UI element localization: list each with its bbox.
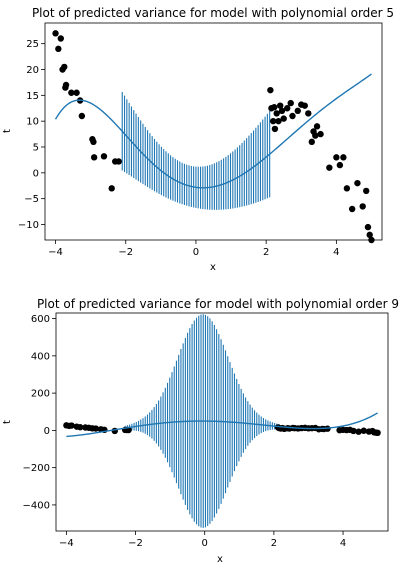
data-point — [111, 427, 118, 435]
data-point — [289, 112, 296, 120]
data-point — [305, 110, 312, 117]
data-point — [90, 138, 97, 146]
data-point — [100, 153, 108, 160]
data-point — [57, 35, 64, 42]
plot-area — [44, 22, 383, 241]
data-point — [348, 205, 356, 213]
data-point — [271, 104, 278, 111]
x-tick-label: 0 — [193, 247, 199, 258]
y-tick-label: 25 — [26, 39, 39, 50]
x-tick-label: −2 — [128, 538, 143, 549]
data-point — [77, 424, 84, 431]
data-point — [269, 117, 277, 125]
y-tick-label: 0 — [33, 168, 39, 179]
data-point — [73, 89, 80, 96]
plot-title: Plot of predicted variance for model wit… — [32, 6, 394, 20]
data-point — [62, 81, 70, 89]
data-point — [354, 179, 361, 187]
data-point — [78, 112, 86, 120]
data-point — [52, 30, 59, 37]
plot-order-5: Plot of predicted variance for model wit… — [2, 6, 394, 273]
plot-area — [55, 312, 389, 532]
y-axis-label: t — [2, 420, 13, 424]
y-tick-label: −10 — [18, 220, 39, 231]
data-point — [284, 105, 291, 112]
data-point — [366, 231, 373, 239]
data-point — [108, 185, 115, 192]
x-axis-label: x — [217, 554, 223, 565]
data-point — [363, 187, 370, 195]
data-point — [317, 130, 324, 138]
x-tick-label: −4 — [48, 247, 63, 258]
data-point — [374, 429, 381, 437]
data-point — [273, 110, 280, 117]
data-point — [278, 107, 286, 115]
predicted-mean-line — [66, 412, 378, 438]
data-point — [280, 115, 287, 122]
x-tick-label: 2 — [263, 247, 269, 258]
data-point — [287, 99, 294, 107]
y-tick-label: 5 — [33, 143, 39, 154]
predicted-mean-line — [54, 73, 372, 189]
data-point — [267, 86, 274, 94]
y-tick-label: 600 — [31, 314, 50, 325]
data-point — [364, 223, 372, 231]
y-tick-label: 10 — [26, 117, 39, 128]
data-point — [355, 428, 362, 435]
x-tick-label: 4 — [333, 247, 339, 258]
x-tick-label: 2 — [271, 538, 277, 549]
data-point — [340, 154, 347, 161]
y-tick-label: 400 — [31, 351, 50, 362]
data-point — [326, 164, 333, 171]
data-point — [90, 154, 98, 161]
plot-title: Plot of predicted variance for model wit… — [37, 297, 399, 311]
y-tick-label: −5 — [24, 194, 39, 205]
data-point — [68, 422, 75, 429]
data-point — [271, 125, 279, 133]
data-point — [359, 203, 366, 210]
data-point — [61, 63, 68, 71]
data-point — [308, 138, 315, 146]
data-point — [294, 107, 301, 115]
y-tick-label: 0 — [44, 426, 50, 437]
data-point — [275, 117, 282, 125]
x-axis-label: x — [210, 262, 216, 273]
data-point — [92, 425, 99, 432]
y-tick-label: 200 — [31, 389, 50, 400]
y-tick-label: 15 — [26, 91, 39, 102]
data-point — [55, 45, 62, 53]
data-point — [343, 185, 351, 192]
x-tick-label: −2 — [118, 247, 133, 258]
plot-order-9: Plot of predicted variance for model wit… — [2, 297, 399, 565]
y-tick-label: −200 — [23, 463, 50, 474]
data-point — [360, 427, 367, 434]
y-axis-label: t — [2, 129, 13, 133]
y-tick-label: −400 — [23, 500, 50, 511]
data-point — [336, 161, 344, 169]
x-tick-label: 0 — [202, 538, 208, 549]
y-tick-label: 20 — [26, 65, 39, 76]
data-point — [312, 132, 319, 139]
x-tick-label: −4 — [59, 538, 74, 549]
data-point — [301, 102, 308, 109]
data-point — [68, 89, 75, 96]
data-point — [333, 154, 340, 161]
x-tick-label: 4 — [340, 538, 346, 549]
data-point — [276, 102, 284, 109]
data-point — [350, 427, 357, 435]
data-point — [115, 158, 122, 165]
data-point — [313, 123, 321, 130]
